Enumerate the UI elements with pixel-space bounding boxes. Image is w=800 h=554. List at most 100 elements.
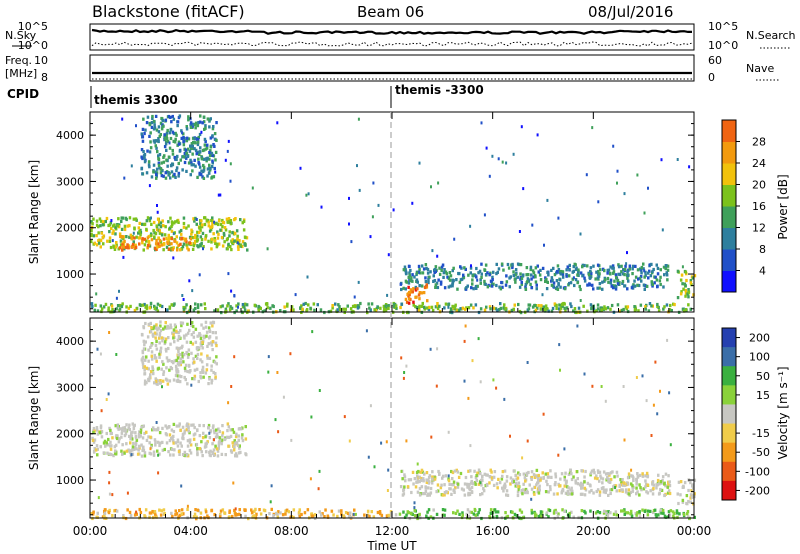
range-gate-cell: [204, 510, 208, 514]
range-gate-cell: [351, 304, 355, 308]
scatter-cell: [276, 121, 279, 125]
range-gate-cell: [476, 471, 479, 475]
range-gate-cell: [176, 219, 179, 223]
range-gate-cell: [214, 158, 217, 162]
range-gate-cell: [289, 515, 292, 519]
range-gate-cell: [178, 230, 181, 234]
range-gate-cell: [166, 308, 169, 312]
range-gate-cell: [159, 225, 163, 229]
range-gate-cell: [100, 307, 104, 311]
scatter-cell: [233, 294, 236, 297]
range-gate-cell: [514, 273, 517, 277]
range-gate-cell: [176, 374, 180, 378]
range-gate-cell: [592, 264, 595, 268]
range-gate-cell: [231, 238, 234, 242]
range-gate-cell: [246, 248, 249, 252]
range-gate-cell: [241, 244, 244, 249]
range-gate-cell: [676, 492, 679, 496]
range-gate-cell: [187, 364, 191, 368]
range-gate-cell: [162, 243, 165, 247]
range-gate-cell: [196, 428, 199, 432]
range-gate-cell: [168, 131, 172, 135]
scatter-cell: [149, 447, 152, 451]
range-gate-cell: [505, 475, 509, 479]
freq-unit: [MHz]: [5, 67, 37, 80]
range-gate-cell: [112, 244, 115, 248]
range-gate-cell: [480, 483, 483, 487]
range-gate-cell: [193, 141, 196, 145]
range-gate-cell: [574, 481, 578, 485]
range-gate-cell: [353, 508, 356, 512]
range-gate-cell: [177, 353, 180, 357]
range-gate-cell: [157, 326, 161, 330]
range-gate-cell: [131, 445, 135, 449]
range-gate-cell: [117, 217, 120, 221]
range-gate-cell: [153, 140, 156, 144]
range-gate-cell: [536, 264, 539, 268]
range-gate-cell: [141, 139, 145, 143]
range-gate-cell: [149, 131, 152, 135]
range-gate-cell: [638, 473, 642, 477]
range-gate-cell: [656, 285, 659, 289]
scatter-cell: [534, 486, 537, 489]
range-gate-cell: [660, 511, 663, 515]
scatter-cell: [430, 435, 433, 439]
range-gate-cell: [180, 247, 184, 251]
range-gate-cell: [522, 472, 526, 476]
range-gate-cell: [474, 475, 478, 480]
range-gate-cell: [131, 242, 135, 247]
range-gate-cell: [128, 450, 132, 454]
range-gate-cell: [92, 217, 95, 221]
range-gate-cell: [151, 426, 155, 430]
range-gate-cell: [113, 509, 116, 513]
range-gate-cell: [189, 144, 192, 148]
range-gate-cell: [501, 285, 504, 289]
range-gate-cell: [228, 435, 231, 439]
range-gate-cell: [170, 242, 173, 246]
range-gate-cell: [443, 483, 446, 487]
range-gate-cell: [162, 327, 165, 331]
range-gate-cell: [185, 136, 189, 140]
range-gate-cell: [158, 220, 161, 224]
range-gate-cell: [667, 515, 670, 519]
range-gate-cell: [142, 248, 145, 252]
range-gate-cell: [134, 443, 138, 447]
range-gate-cell: [206, 344, 209, 348]
x-tick-label: 08:00: [274, 524, 309, 538]
range-gate-cell: [209, 136, 213, 140]
range-gate-cell: [147, 377, 150, 381]
range-gate-cell: [170, 237, 174, 241]
range-gate-cell: [141, 127, 145, 131]
range-gate-cell: [172, 328, 176, 332]
nsky-label: N.Sky: [5, 29, 37, 42]
range-gate-cell: [143, 343, 146, 347]
scatter-cell: [132, 231, 135, 235]
range-gate-cell: [306, 508, 310, 512]
range-gate-cell: [645, 490, 648, 494]
scatter-cell: [188, 279, 191, 283]
range-gate-cell: [419, 478, 423, 482]
range-gate-cell: [207, 224, 211, 228]
range-gate-cell: [452, 511, 455, 515]
range-gate-cell: [185, 453, 189, 457]
range-gate-cell: [583, 276, 586, 280]
range-gate-cell: [450, 492, 453, 496]
range-gate-cell: [563, 484, 566, 488]
range-gate-cell: [172, 453, 175, 457]
range-gate-cell: [176, 248, 179, 252]
scatter-cell: [405, 439, 408, 443]
range-gate-cell: [644, 482, 648, 486]
range-gate-cell: [560, 269, 563, 274]
scatter-cell: [591, 126, 594, 130]
range-gate-cell: [109, 245, 113, 250]
range-gate-cell: [500, 477, 504, 481]
range-gate-cell: [155, 226, 159, 230]
range-gate-cell: [542, 305, 545, 309]
range-gate-cell: [414, 485, 418, 489]
range-gate-cell: [151, 428, 154, 432]
range-gate-cell: [138, 236, 141, 240]
range-gate-cell: [452, 266, 455, 270]
range-gate-cell: [437, 469, 440, 474]
range-gate-cell: [420, 304, 424, 308]
range-gate-cell: [170, 447, 174, 451]
